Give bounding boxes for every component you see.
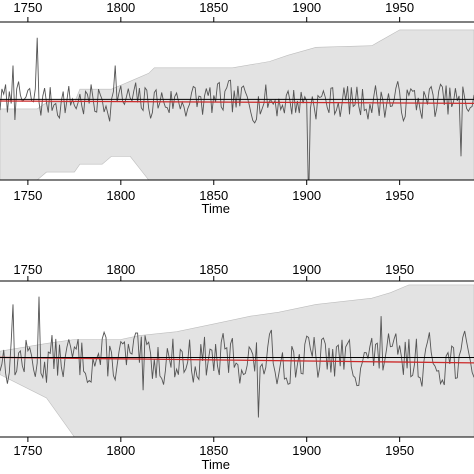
tick-label-bottom: 1800 [106, 188, 135, 203]
tick-label-top: 1950 [385, 262, 414, 277]
plot-area [0, 284, 474, 437]
tick-label-top: 1800 [106, 0, 135, 15]
tick-label-top: 1750 [13, 0, 42, 15]
confidence-band-1 [0, 29, 474, 180]
tick-label-bottom: 1900 [292, 443, 321, 458]
x-axis-title: Time [202, 457, 230, 472]
tick-label-top: 1750 [13, 262, 42, 277]
confidence-band-1 [0, 284, 474, 437]
tick-label-top: 1900 [292, 262, 321, 277]
tick-label-top: 1900 [292, 0, 321, 15]
tick-label-bottom: 1850 [199, 443, 228, 458]
chart-panel-1: 1750 1750 1800 1800 1850 1850 1900 1900 1950 1950… [0, 0, 474, 216]
tick-label-bottom: 1900 [292, 188, 321, 203]
tick-label-top: 1850 [199, 0, 228, 15]
data-series-line [0, 37, 474, 180]
x-axis-title: Time [202, 201, 230, 216]
trend-line [0, 100, 474, 105]
tick-label-bottom: 1750 [13, 443, 42, 458]
chart-panel-2: 1750 1750 1800 1800 1850 1850 1900 1900 1950 1950… [0, 262, 474, 472]
plot-area [0, 29, 474, 180]
tick-label-bottom: 1950 [385, 443, 414, 458]
tick-label-top: 1850 [199, 262, 228, 277]
tick-label-top: 1950 [385, 0, 414, 15]
tick-label-bottom: 1950 [385, 188, 414, 203]
tick-label-bottom: 1850 [199, 188, 228, 203]
trend-line [0, 356, 474, 364]
tick-label-top: 1800 [106, 262, 135, 277]
tick-label-bottom: 1800 [106, 443, 135, 458]
tick-label-bottom: 1750 [13, 188, 42, 203]
